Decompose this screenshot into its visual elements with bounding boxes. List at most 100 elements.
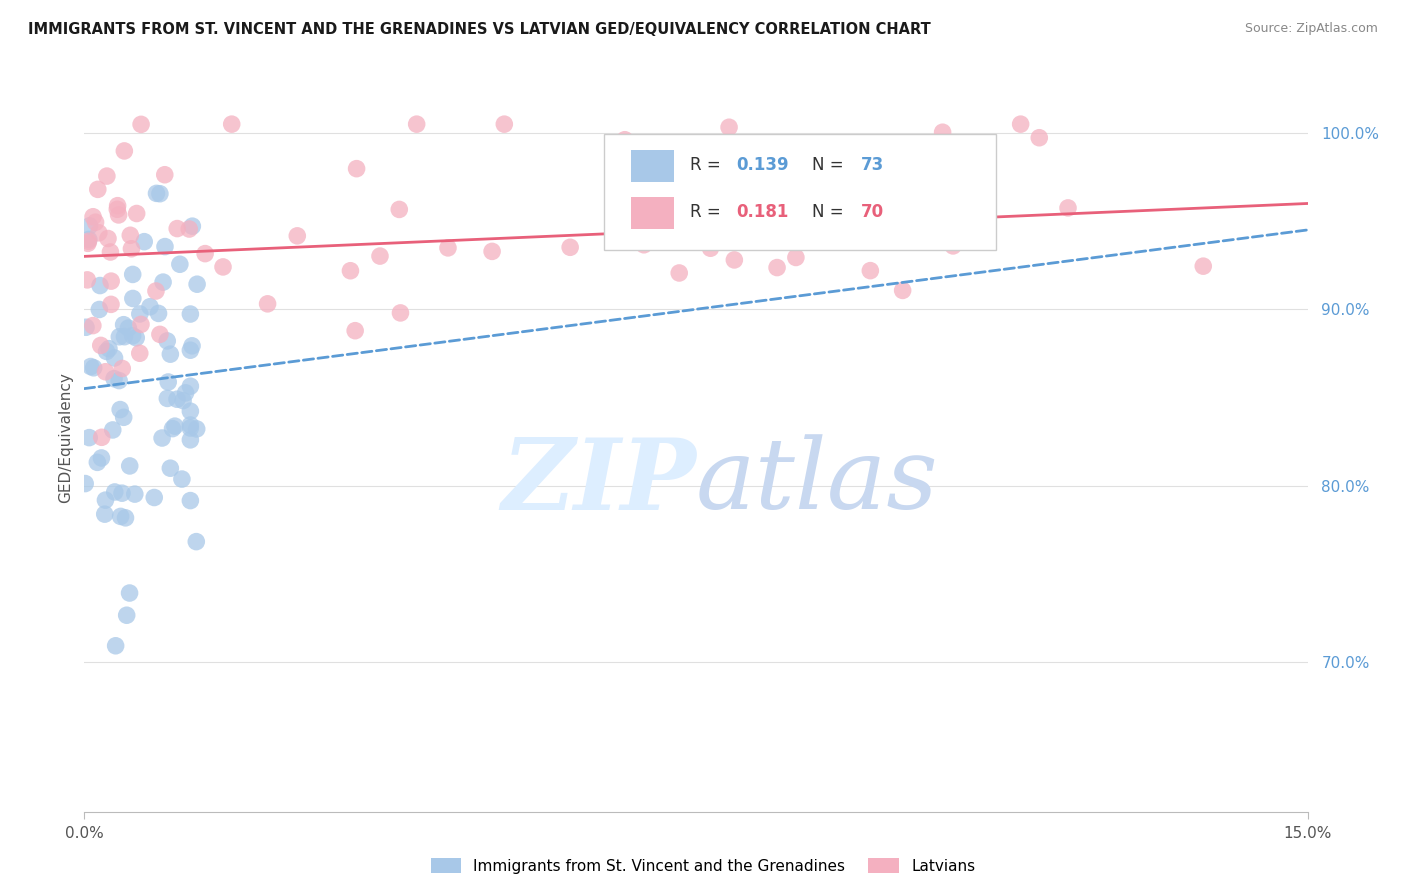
Point (118, 586, 141, 600)
Point (153, 239, 176, 253)
Point (186, 277, 208, 292)
Point (115, 608, 138, 623)
Point (148, 306, 170, 320)
Point (785, 251, 807, 265)
Point (96, 344, 118, 359)
Point (157, 375, 180, 389)
Point (931, 125, 953, 139)
Point (143, 491, 166, 505)
Point (152, 275, 174, 289)
Point (129, 318, 152, 332)
Point (159, 347, 181, 361)
Text: IMMIGRANTS FROM ST. VINCENT AND THE GRENADINES VS LATVIAN GED/EQUIVALENCY CORREL: IMMIGRANTS FROM ST. VINCENT AND THE GREN… (28, 22, 931, 37)
Point (186, 534, 208, 549)
Point (104, 639, 127, 653)
Point (170, 472, 193, 486)
Point (100, 274, 122, 288)
Point (149, 327, 172, 342)
Point (181, 219, 204, 234)
Point (179, 343, 201, 358)
Point (181, 339, 204, 353)
Point (87, 226, 110, 240)
Point (100, 245, 122, 260)
Point (891, 284, 914, 298)
Point (613, 133, 636, 147)
Point (179, 404, 201, 418)
Point (179, 379, 201, 393)
Text: N =: N = (813, 203, 849, 221)
Text: R =: R = (690, 203, 725, 221)
Point (107, 199, 129, 213)
Point (114, 511, 136, 525)
Point (212, 260, 235, 274)
Point (718, 120, 741, 135)
Point (100, 297, 122, 311)
Text: atlas: atlas (696, 434, 939, 530)
Point (1028, 130, 1050, 145)
FancyBboxPatch shape (631, 197, 673, 228)
Point (560, 240, 582, 254)
Point (101, 423, 124, 437)
Point (110, 509, 132, 524)
Point (108, 402, 131, 417)
Text: 0.139: 0.139 (737, 156, 789, 174)
Point (668, 266, 690, 280)
Point (118, 458, 141, 473)
Text: R =: R = (690, 156, 725, 174)
Point (94, 493, 117, 508)
Point (145, 284, 167, 298)
FancyBboxPatch shape (631, 150, 673, 182)
Point (156, 334, 179, 348)
Point (221, 117, 243, 131)
Point (179, 493, 201, 508)
Point (633, 237, 655, 252)
FancyBboxPatch shape (605, 134, 995, 250)
Point (82, 318, 104, 333)
Point (79, 359, 101, 374)
Point (90, 430, 112, 444)
Point (179, 222, 201, 236)
Point (494, 117, 516, 131)
Point (121, 292, 143, 306)
Point (179, 433, 201, 447)
Point (256, 297, 278, 311)
Point (970, 176, 993, 190)
Point (166, 392, 188, 407)
Point (139, 300, 162, 314)
Point (346, 161, 368, 176)
Point (90, 338, 112, 352)
Point (1057, 201, 1080, 215)
Point (111, 361, 134, 376)
Point (90, 450, 112, 465)
Point (932, 190, 955, 204)
Point (77, 234, 100, 248)
Point (89, 278, 111, 293)
Point (149, 186, 172, 201)
Point (86, 455, 108, 469)
Point (194, 246, 217, 260)
Point (111, 486, 134, 500)
Point (699, 241, 721, 255)
Point (730, 191, 752, 205)
Point (723, 252, 745, 267)
Point (82, 210, 104, 224)
Point (108, 330, 131, 344)
Point (159, 461, 181, 475)
Point (125, 331, 148, 345)
Point (120, 242, 142, 256)
Point (179, 417, 201, 432)
Point (84, 215, 107, 229)
Point (150, 431, 173, 445)
Point (682, 203, 704, 218)
Point (186, 422, 208, 436)
Point (156, 392, 179, 406)
Point (121, 268, 143, 282)
Point (97, 342, 120, 356)
Point (97, 231, 120, 245)
Point (121, 328, 143, 343)
Point (134, 235, 156, 249)
Legend: Immigrants from St. Vincent and the Grenadines, Latvians: Immigrants from St. Vincent and the Gren… (425, 852, 981, 880)
Text: ZIP: ZIP (501, 434, 696, 530)
Point (128, 307, 150, 321)
Point (117, 321, 139, 335)
